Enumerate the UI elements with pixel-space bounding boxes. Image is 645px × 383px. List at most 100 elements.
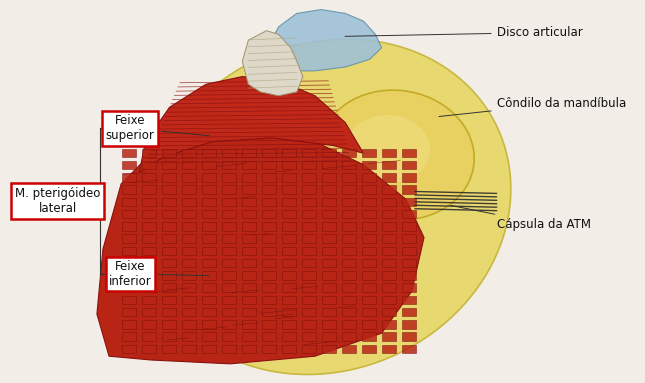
Bar [142,345,156,353]
Bar [302,247,316,255]
Bar [382,296,396,304]
Bar [262,222,276,231]
Bar [202,210,216,218]
Bar [182,283,196,292]
Ellipse shape [319,90,474,220]
Bar [142,173,156,182]
Bar [242,332,256,341]
Bar [382,210,396,218]
Bar [262,173,276,182]
Bar [382,259,396,267]
Bar [282,234,296,243]
Bar [362,320,376,329]
Bar [142,149,156,157]
Bar [162,247,176,255]
Bar [142,320,156,329]
Bar [162,234,176,243]
Bar [322,345,336,353]
Bar [182,222,196,231]
Bar [162,185,176,194]
Bar [282,308,296,316]
Bar [222,210,236,218]
Bar [302,210,316,218]
Bar [162,332,176,341]
Bar [402,308,416,316]
Bar [282,259,296,267]
Bar [162,283,176,292]
Bar [202,185,216,194]
Ellipse shape [143,39,511,375]
Bar [262,271,276,280]
Bar [122,345,136,353]
Bar [122,308,136,316]
Bar [362,198,376,206]
Bar [202,259,216,267]
Bar [302,161,316,169]
Bar [242,283,256,292]
Bar [222,271,236,280]
Bar [302,296,316,304]
Bar [302,173,316,182]
Bar [262,149,276,157]
Bar [182,149,196,157]
Bar [402,210,416,218]
Bar [202,332,216,341]
Bar [402,247,416,255]
Text: M. pterigóideo
lateral: M. pterigóideo lateral [15,187,100,215]
Bar [342,259,356,267]
Bar [142,296,156,304]
Bar [282,210,296,218]
Bar [242,259,256,267]
Polygon shape [139,77,363,172]
Bar [362,296,376,304]
Bar [402,283,416,292]
Ellipse shape [345,115,430,184]
Bar [182,173,196,182]
Bar [362,185,376,194]
Bar [282,345,296,353]
Bar [222,320,236,329]
Bar [122,173,136,182]
Bar [262,332,276,341]
Bar [262,259,276,267]
Bar [162,173,176,182]
Polygon shape [243,31,303,96]
Bar [282,149,296,157]
Text: Feixe
inferior: Feixe inferior [109,260,209,288]
Bar [342,332,356,341]
Text: Cápsula da ATM: Cápsula da ATM [451,205,591,231]
Bar [362,222,376,231]
Bar [122,247,136,255]
Bar [202,161,216,169]
Bar [362,283,376,292]
Bar [162,320,176,329]
Bar [402,173,416,182]
Bar [142,247,156,255]
Bar [322,271,336,280]
Bar [342,210,356,218]
Bar [242,185,256,194]
Bar [262,308,276,316]
Bar [382,161,396,169]
Bar [162,222,176,231]
Bar [142,198,156,206]
Bar [202,173,216,182]
Bar [302,283,316,292]
Bar [362,345,376,353]
Bar [342,185,356,194]
Bar [342,222,356,231]
Bar [182,320,196,329]
Bar [242,296,256,304]
Bar [402,234,416,243]
Text: Disco articular: Disco articular [345,26,582,39]
Bar [122,149,136,157]
Bar [202,198,216,206]
Bar [322,185,336,194]
Bar [362,259,376,267]
Bar [222,283,236,292]
Bar [262,345,276,353]
Bar [182,234,196,243]
Bar [142,161,156,169]
Bar [282,222,296,231]
Bar [222,345,236,353]
